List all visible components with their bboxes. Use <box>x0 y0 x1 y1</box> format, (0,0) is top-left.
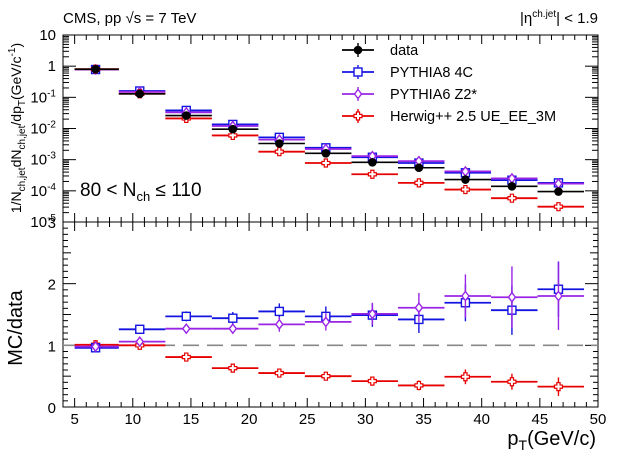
series-data <box>74 64 585 196</box>
ratio-point <box>228 363 238 373</box>
data-point <box>135 89 145 99</box>
legend-label: PYTHIA8 4C <box>390 65 473 81</box>
y-tick-label: 10-5 <box>30 213 56 231</box>
ratio-point <box>91 340 100 353</box>
ratio-series-pythia8-4c <box>74 261 585 353</box>
multiplicity-annotation: 80 < Nch ≤ 110 <box>80 180 202 204</box>
ratio-point <box>181 323 191 335</box>
legend-label: PYTHIA6 Z2* <box>390 87 477 103</box>
bottom-panel-series <box>74 261 585 396</box>
ratio-point <box>274 318 284 331</box>
data-point <box>274 147 284 157</box>
ratio-point <box>460 372 471 382</box>
ratio-point <box>414 302 424 314</box>
legend-marker <box>353 111 363 121</box>
top-panel-series <box>74 63 585 212</box>
ratio-point <box>181 352 191 362</box>
x-axis-label: pT(GeV/c) <box>507 428 596 451</box>
x-tick-label: 35 <box>415 411 432 428</box>
data-point <box>414 163 424 173</box>
ratio-series-pythia6-z2 <box>74 262 585 353</box>
y-tick-label: 1 <box>48 338 56 355</box>
ratio-point <box>181 311 191 322</box>
data-point <box>554 187 563 196</box>
ratio-point <box>507 377 517 387</box>
ratio-point <box>135 335 145 348</box>
x-tick-label: 25 <box>299 411 316 428</box>
top-panel-y-axis: 10-5 10-4 10-3 10-2 10-1 1 10 <box>30 27 598 231</box>
ratio-point <box>507 291 517 303</box>
y-tick-label: 10-1 <box>30 88 56 106</box>
figure-header-left: CMS, pp √s = 7 TeV <box>63 10 196 27</box>
ratio-point <box>414 380 424 391</box>
legend-marker <box>353 88 363 100</box>
x-tick-label: 15 <box>183 411 200 428</box>
legend-marker <box>353 67 363 77</box>
ratio-point <box>274 306 285 317</box>
data-point <box>460 184 471 195</box>
ratio-point <box>274 368 284 378</box>
ratio-point <box>367 308 377 320</box>
legend-label: data <box>390 43 419 59</box>
legend: data PYTHIA8 4C PYTHIA6 Z2* Herwig++ 2.5 UE… <box>342 43 556 125</box>
x-tick-label: 5 <box>70 411 78 428</box>
y-tick-label: 10 <box>39 27 56 44</box>
y-tick-label: 10-3 <box>30 151 56 169</box>
data-point <box>228 124 238 134</box>
ratio-point <box>228 323 238 335</box>
data-point <box>91 64 100 74</box>
ratio-point <box>367 376 377 386</box>
data-point <box>181 111 191 120</box>
y-tick-label: 10-2 <box>30 120 56 138</box>
y-tick-label: 0 <box>48 400 56 417</box>
data-point <box>275 139 284 148</box>
legend-entry-herwig-2-5-ue-ee-3m: Herwig++ 2.5 UE_EE_3M <box>342 109 556 125</box>
y-tick-label: 1 <box>48 58 56 75</box>
ratio-point <box>554 290 563 302</box>
x-tick-label: 50 <box>590 411 607 428</box>
data-point <box>321 149 331 158</box>
y-tick-label: 2 <box>48 277 56 294</box>
ratio-point <box>553 382 564 392</box>
bottom-panel-y-label: MC/data <box>5 289 27 365</box>
figure-header-right: |ηch.jet| < 1.9 <box>520 9 598 27</box>
ratio-point <box>321 371 331 381</box>
x-tick-label: 40 <box>473 411 490 428</box>
legend-label: Herwig++ 2.5 UE_EE_3M <box>390 109 556 125</box>
data-point <box>228 130 238 141</box>
ratio-point <box>321 316 331 328</box>
y-tick-label: 3 <box>48 215 56 232</box>
series-pythia6-z2 <box>74 63 585 190</box>
data-point <box>461 175 470 184</box>
data-point <box>507 193 517 203</box>
x-tick-label: 30 <box>357 411 374 428</box>
data-point <box>368 158 377 167</box>
legend-marker <box>353 45 363 55</box>
y-tick-label: 10-4 <box>30 182 56 200</box>
ratio-series-herwig-2-5-ue-ee-3m <box>74 340 585 396</box>
legend-entry-data: data <box>342 43 419 59</box>
legend-entry-pythia6-z2: PYTHIA6 Z2* <box>342 87 477 103</box>
ratio-point <box>135 324 145 334</box>
bottom-panel-axes: 5 10 15 20 25 30 35 40 45 50 0 1 2 3 <box>48 215 607 428</box>
data-point <box>367 169 377 179</box>
data-point <box>553 202 564 212</box>
ratio-point <box>461 290 470 302</box>
series-pythia8-4c <box>74 64 585 188</box>
top-panel-y-label: 1/Nch,jetdNch,jet/dpT(GeV/c-1) <box>7 43 28 213</box>
x-tick-label: 45 <box>532 411 549 428</box>
x-tick-label: 20 <box>241 411 258 428</box>
data-point <box>507 181 517 191</box>
x-tick-label: 10 <box>124 411 141 428</box>
ratio-point <box>228 313 238 323</box>
legend-entry-pythia8-4c: PYTHIA8 4C <box>342 65 473 81</box>
data-point <box>414 178 424 188</box>
data-point <box>321 158 331 168</box>
